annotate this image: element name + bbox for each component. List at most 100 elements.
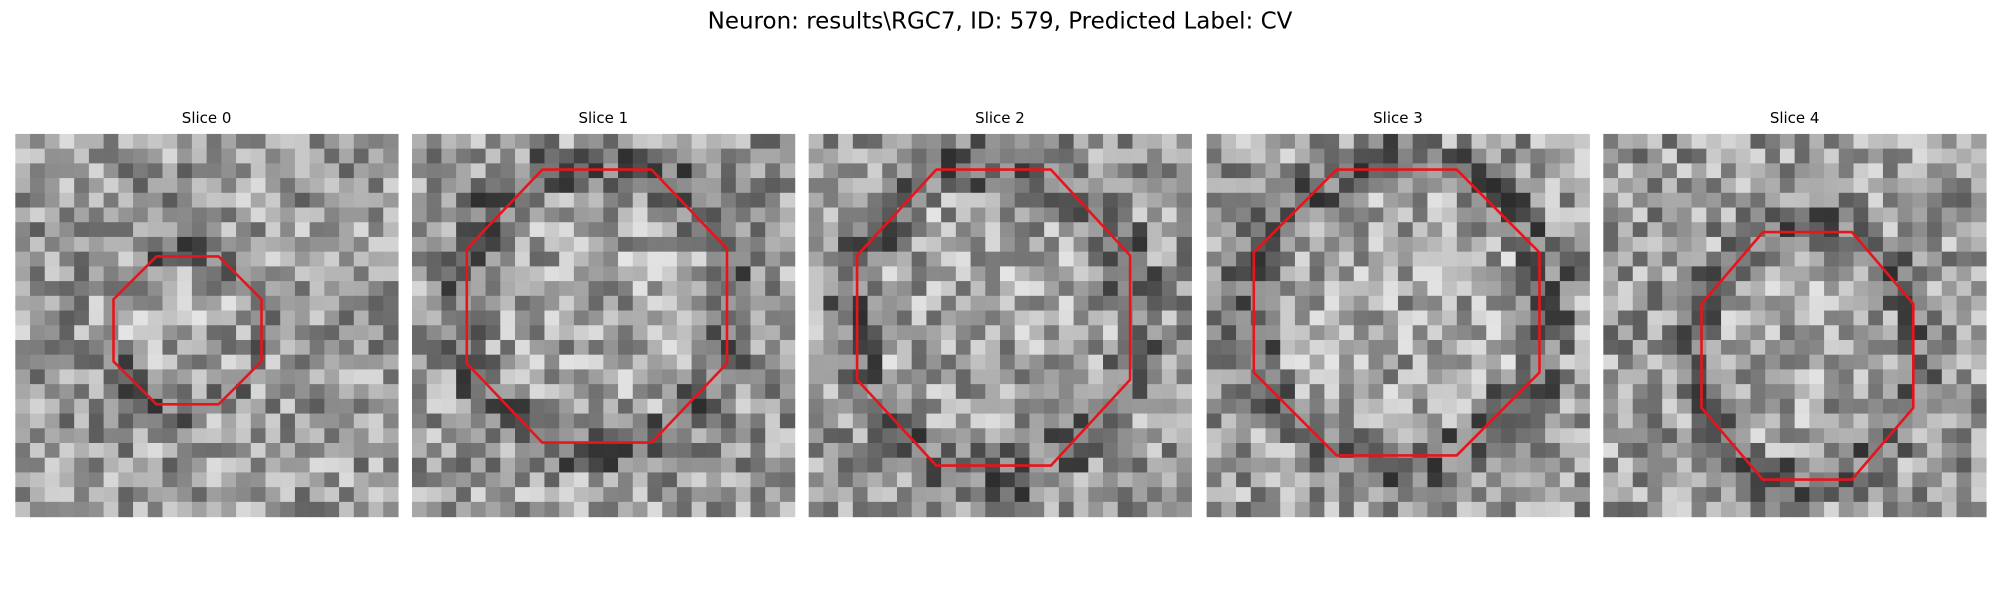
- pixel: [559, 398, 575, 415]
- pixel: [911, 339, 928, 356]
- pixel: [735, 457, 752, 474]
- pixel: [1132, 413, 1148, 429]
- pixel: [1014, 339, 1031, 356]
- pixel: [1471, 207, 1487, 223]
- pixel: [1353, 207, 1370, 223]
- pixel: [1486, 339, 1502, 356]
- pixel: [103, 133, 119, 150]
- pixel: [470, 133, 487, 150]
- pixel: [632, 281, 649, 297]
- pixel: [470, 413, 487, 429]
- pixel: [30, 501, 46, 518]
- pixel: [1662, 192, 1678, 209]
- pixel: [44, 266, 61, 282]
- pixel: [970, 354, 986, 371]
- pixel: [515, 339, 531, 356]
- pixel: [1603, 251, 1619, 267]
- pixel: [353, 398, 370, 415]
- pixel: [1559, 501, 1576, 518]
- pixel: [309, 384, 325, 400]
- pixel: [1765, 354, 1781, 371]
- pixel: [426, 310, 443, 326]
- pixel: [441, 251, 457, 267]
- pixel: [1882, 369, 1899, 385]
- pixel: [1442, 207, 1458, 223]
- pixel: [985, 501, 1001, 518]
- pixel: [147, 442, 164, 459]
- pixel: [1794, 207, 1810, 223]
- pixel: [1721, 310, 1737, 326]
- pixel: [88, 457, 105, 474]
- pixel: [411, 442, 428, 459]
- pixel: [1044, 501, 1060, 518]
- pixel: [867, 251, 883, 267]
- pixel: [735, 236, 752, 253]
- pixel: [1250, 457, 1267, 474]
- pixel: [118, 339, 134, 356]
- pixel: [1161, 207, 1178, 223]
- pixel: [1853, 472, 1869, 488]
- pixel: [1574, 472, 1590, 488]
- pixel: [177, 222, 193, 238]
- pixel: [1236, 236, 1252, 253]
- pixel: [896, 457, 913, 474]
- pixel: [1058, 148, 1075, 164]
- pixel: [1927, 295, 1943, 312]
- pixel: [896, 428, 913, 444]
- pixel: [1691, 354, 1707, 371]
- pixel: [353, 295, 370, 312]
- pixel: [1500, 266, 1517, 282]
- pixel: [735, 369, 752, 385]
- pixel: [1294, 207, 1311, 223]
- pixel: [618, 295, 634, 312]
- pixel: [1545, 487, 1561, 503]
- pixel: [1412, 148, 1428, 164]
- pixel: [1221, 384, 1237, 400]
- pixel: [250, 339, 267, 356]
- pixel: [280, 487, 296, 503]
- pixel: [1912, 310, 1928, 326]
- pixel: [1221, 295, 1237, 312]
- pixel: [867, 295, 883, 312]
- pixel: [133, 384, 149, 400]
- pixel: [735, 251, 752, 267]
- pixel: [339, 325, 355, 341]
- pixel: [1868, 398, 1884, 415]
- pixel: [515, 501, 531, 518]
- pixel: [383, 192, 399, 209]
- pixel: [74, 178, 90, 194]
- pixel: [808, 428, 824, 444]
- pixel: [280, 192, 296, 209]
- pixel: [15, 266, 31, 282]
- pixel: [250, 384, 267, 400]
- pixel: [1280, 310, 1296, 326]
- pixel: [1014, 178, 1031, 194]
- pixel: [1574, 413, 1590, 429]
- pixel: [103, 236, 119, 253]
- pixel: [221, 339, 237, 356]
- pixel: [324, 251, 340, 267]
- pixel: [750, 339, 766, 356]
- pixel: [896, 148, 913, 164]
- pixel: [1368, 428, 1384, 444]
- pixel: [1824, 266, 1840, 282]
- pixel: [706, 251, 722, 267]
- pixel: [411, 457, 428, 474]
- pixel: [1309, 148, 1325, 164]
- pixel: [1868, 428, 1884, 444]
- pixel: [1765, 163, 1781, 179]
- pixel: [1044, 178, 1060, 194]
- pixel: [1368, 457, 1384, 474]
- pixel: [1765, 281, 1781, 297]
- pixel: [265, 222, 281, 238]
- pixel: [177, 207, 193, 223]
- pixel: [618, 281, 634, 297]
- pixel: [1073, 148, 1089, 164]
- pixel: [103, 192, 119, 209]
- pixel: [1721, 369, 1737, 385]
- pixel: [485, 281, 501, 297]
- pixel: [1750, 148, 1766, 164]
- pixel: [118, 192, 134, 209]
- pixel: [1721, 354, 1737, 371]
- pixel: [44, 163, 61, 179]
